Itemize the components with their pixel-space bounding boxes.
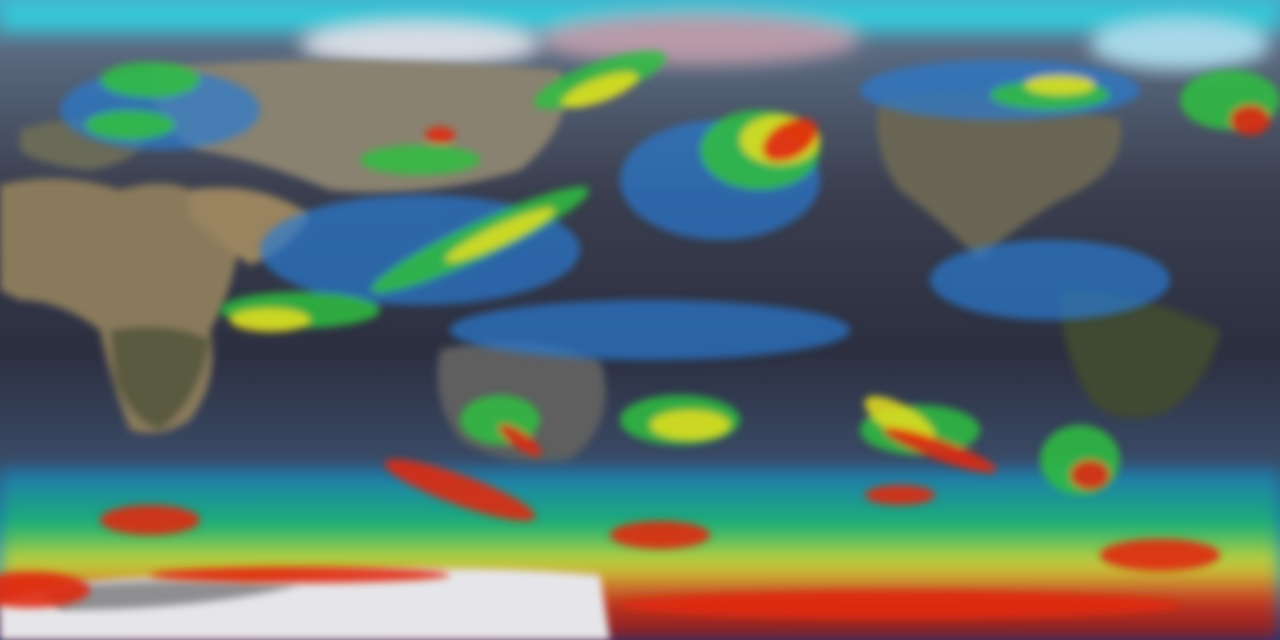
- precipitation: [0, 50, 1280, 619]
- rain-cell: [85, 110, 175, 140]
- rain-cell: [450, 300, 850, 360]
- rain-cell: [1100, 539, 1220, 571]
- rain-cell: [610, 521, 710, 549]
- siberia-haze: [540, 15, 860, 65]
- rain-cell: [499, 424, 541, 456]
- north-america: [877, 93, 1122, 260]
- rain-cell: [384, 459, 536, 521]
- rain-cell: [650, 410, 730, 440]
- rain-cell: [100, 62, 200, 98]
- rain-cell: [360, 145, 480, 175]
- rain-cell: [864, 396, 936, 444]
- rain-cell: [1070, 460, 1110, 490]
- antarctica-shadow: [40, 581, 300, 610]
- rain-cell: [562, 72, 638, 108]
- rain-cell: [1025, 75, 1095, 95]
- greenland-ice: [300, 23, 540, 67]
- rain-cell: [1230, 105, 1270, 135]
- arctic-haze: [1090, 20, 1270, 70]
- rain-cell: [0, 572, 90, 608]
- rain-cell: [100, 505, 200, 535]
- rain-cell: [930, 240, 1170, 320]
- arctic: [0, 0, 1280, 70]
- rain-cell: [445, 208, 555, 262]
- rain-cell: [865, 485, 935, 505]
- rain-cell: [762, 118, 818, 162]
- south-america: [1060, 290, 1220, 418]
- rain-cell: [620, 591, 1180, 619]
- rain-cell: [230, 308, 310, 332]
- rain-cell: [883, 427, 997, 473]
- heavy-rain: [230, 72, 1095, 444]
- land: [0, 60, 1220, 463]
- rain-cell: [150, 567, 450, 583]
- intense-rain: [0, 105, 1270, 619]
- rain-cell: [425, 127, 455, 143]
- africa-south: [110, 326, 210, 430]
